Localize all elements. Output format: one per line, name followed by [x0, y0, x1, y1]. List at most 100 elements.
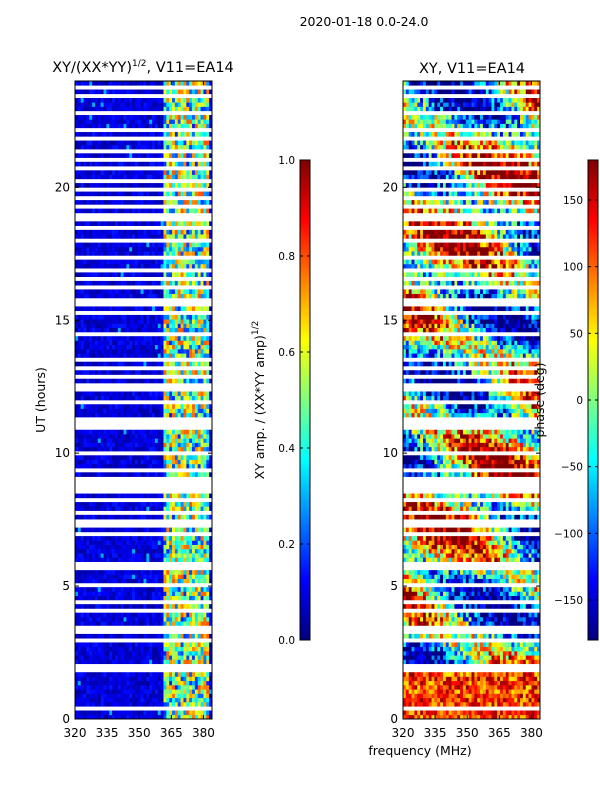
heatmap-cell [403, 710, 407, 716]
heatmap-cell [120, 144, 124, 150]
heatmap-cell [149, 251, 153, 256]
heatmap-cell [206, 102, 210, 107]
heatmap-cell [200, 395, 204, 401]
heatmap-cell [174, 174, 179, 180]
heatmap-cell [192, 353, 196, 358]
heatmap-cell [494, 689, 498, 694]
heatmap-cell [109, 336, 113, 341]
heatmap-cell [94, 591, 99, 596]
heatmap-cell [94, 242, 99, 248]
heatmap-cell [132, 272, 136, 277]
heatmap-cell [77, 472, 82, 477]
heatmap-cell [520, 684, 524, 690]
heatmap-cell [197, 170, 201, 175]
heatmap-cell [163, 655, 167, 660]
heatmap-cell [525, 697, 529, 703]
heatmap-cell [134, 102, 139, 107]
heatmap-cell [157, 646, 161, 652]
heatmap-cell [83, 246, 87, 252]
heatmap-cell [206, 183, 210, 188]
heatmap-cell [194, 659, 199, 665]
heatmap-cell [537, 684, 541, 690]
heatmap-cell [192, 378, 196, 384]
heatmap-cell [183, 344, 187, 350]
heatmap-cell [448, 701, 452, 707]
heatmap-cell [97, 395, 102, 401]
heatmap-cell [203, 684, 207, 690]
heatmap-cell [152, 272, 156, 277]
heatmap-cell [80, 323, 84, 329]
heatmap-cell [97, 646, 102, 652]
heatmap-cell [180, 344, 184, 350]
heatmap-cell [83, 621, 87, 626]
heatmap-cell [94, 659, 99, 665]
heatmap-cell [186, 89, 190, 95]
heatmap-cell [497, 701, 501, 707]
heatmap-cell [80, 259, 84, 265]
heatmap-cell [75, 463, 79, 469]
heatmap-cell [132, 183, 136, 188]
heatmap-cell [163, 98, 167, 103]
heatmap-cell [152, 493, 156, 499]
heatmap-cell [132, 123, 136, 129]
heatmap-cell [86, 408, 90, 414]
heatmap-cell [206, 633, 210, 639]
heatmap-cell [83, 115, 87, 120]
heatmap-cell [140, 323, 144, 329]
heatmap-cell [117, 348, 122, 354]
heatmap-cell [103, 540, 107, 545]
heatmap-cell [114, 191, 119, 197]
heatmap-cell [92, 119, 96, 124]
heatmap-cell [152, 395, 156, 401]
heatmap-cell [86, 442, 90, 448]
heatmap-cell [192, 251, 196, 256]
heatmap-cell [152, 557, 156, 562]
heatmap-cell [134, 442, 139, 448]
heatmap-cell [134, 463, 139, 469]
heatmap-cell [132, 170, 136, 175]
heatmap-cell [189, 314, 193, 320]
heatmap-cell [94, 123, 99, 129]
heatmap-cell [180, 89, 184, 95]
heatmap-cell [86, 361, 90, 367]
heatmap-cell [134, 676, 139, 682]
heatmap-cell [152, 438, 156, 443]
heatmap-cell [192, 314, 196, 320]
heatmap-cell [197, 701, 201, 707]
heatmap-cell [209, 570, 213, 575]
heatmap-cell [106, 502, 110, 507]
heatmap-cell [92, 102, 96, 107]
heatmap-cell [169, 153, 173, 158]
heatmap-cell [197, 229, 201, 235]
heatmap-cell [94, 336, 99, 341]
heatmap-cell [485, 680, 489, 686]
heatmap-cell [163, 144, 167, 150]
heatmap-cell [160, 314, 164, 320]
heatmap-cell [189, 604, 193, 609]
heatmap-cell [154, 344, 159, 350]
heatmap-cell [114, 259, 119, 265]
heatmap-cell [132, 536, 136, 541]
heatmap-cell [480, 684, 484, 690]
heatmap-cell [100, 89, 104, 95]
heatmap-cell [177, 570, 181, 575]
heatmap-cell [203, 344, 207, 350]
heatmap-cell [114, 234, 119, 239]
heatmap-cell [123, 259, 127, 265]
heatmap-cell [200, 106, 204, 112]
heatmap-cell [209, 540, 213, 545]
heatmap-cell [94, 553, 99, 558]
heatmap-cell [194, 604, 199, 609]
heatmap-cell [189, 153, 193, 158]
heatmap-cell [203, 106, 207, 112]
heatmap-cell [146, 289, 150, 295]
heatmap-cell [206, 140, 210, 146]
heatmap-cell [186, 616, 190, 622]
heatmap-cell [137, 642, 141, 648]
heatmap-cell [197, 540, 201, 545]
heatmap-cell [528, 676, 532, 682]
heatmap-cell [83, 370, 87, 375]
heatmap-cell [89, 455, 93, 460]
heatmap-cell [132, 612, 136, 618]
heatmap-cell [94, 655, 99, 660]
